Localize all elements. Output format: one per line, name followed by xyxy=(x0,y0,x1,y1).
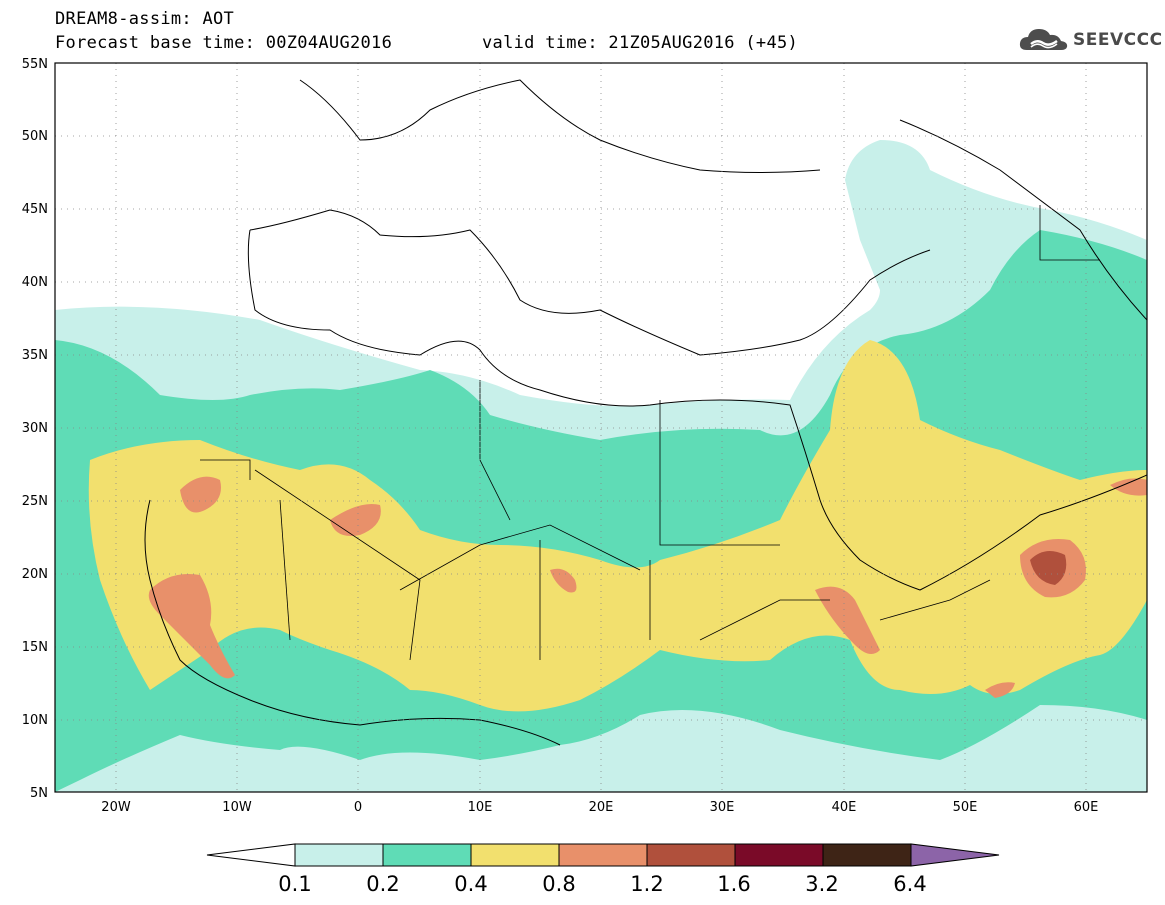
lat-tick: 40N xyxy=(22,275,48,290)
lat-tick: 45N xyxy=(22,202,48,217)
valid-time: valid time: 21Z05AUG2016 (+45) xyxy=(482,33,799,53)
lat-tick: 30N xyxy=(22,421,48,436)
lon-tick: 10W xyxy=(222,800,252,815)
colorbar-label: 1.6 xyxy=(717,872,751,896)
colorbar-label: 3.2 xyxy=(805,872,839,896)
lat-tick: 35N xyxy=(22,348,48,363)
lat-tick: 5N xyxy=(30,786,48,801)
colorbar xyxy=(206,843,1000,867)
lon-tick: 10E xyxy=(468,800,493,815)
chart-title: DREAM8-assim: AOT xyxy=(55,9,235,29)
colorbar-swatch xyxy=(646,843,736,867)
lat-tick: 15N xyxy=(22,640,48,655)
logo-text: SEEVCCC xyxy=(1073,30,1163,50)
lat-tick: 50N xyxy=(22,129,48,144)
lat-tick: 10N xyxy=(22,713,48,728)
colorbar-swatch xyxy=(470,843,560,867)
colorbar-high-arrow xyxy=(910,843,1000,867)
colorbar-swatch xyxy=(558,843,648,867)
lon-tick: 20E xyxy=(589,800,614,815)
cloud-icon xyxy=(1019,29,1068,50)
coastlines xyxy=(144,79,1147,746)
lat-axis: 5N 10N 15N 20N 25N 30N 35N 40N 45N 50N 5… xyxy=(22,57,48,801)
seevccc-logo: SEEVCCC xyxy=(1017,22,1162,58)
aot-band-1.2 xyxy=(1030,551,1067,585)
colorbar-label: 0.1 xyxy=(278,872,312,896)
lat-tick: 25N xyxy=(22,494,48,509)
country-borders xyxy=(200,205,1100,661)
grid xyxy=(55,63,1147,792)
colorbar-label: 1.2 xyxy=(630,872,664,896)
lon-tick: 0 xyxy=(354,800,362,815)
lon-tick: 30E xyxy=(710,800,735,815)
colorbar-label: 6.4 xyxy=(893,872,927,896)
lon-axis: 20W 10W 0 10E 20E 30E 40E 50E 60E xyxy=(101,800,1098,815)
colorbar-label: 0.8 xyxy=(542,872,576,896)
colorbar-low-arrow xyxy=(206,843,296,867)
lat-tick: 20N xyxy=(22,567,48,582)
colorbar-swatch xyxy=(294,843,384,867)
colorbar-swatch xyxy=(382,843,472,867)
colorbar-swatch xyxy=(734,843,824,867)
plot-frame xyxy=(54,62,1148,793)
colorbar-swatch xyxy=(822,843,912,867)
aot-band-0.8 xyxy=(148,476,1147,698)
forecast-base-time: Forecast base time: 00Z04AUG2016 xyxy=(55,33,393,53)
colorbar-label: 0.2 xyxy=(366,872,400,896)
lon-tick: 60E xyxy=(1074,800,1099,815)
lon-tick: 20W xyxy=(101,800,131,815)
colorbar-label: 0.4 xyxy=(454,872,488,896)
lon-tick: 50E xyxy=(953,800,978,815)
aot-band-0.4 xyxy=(88,340,1147,712)
lon-tick: 40E xyxy=(832,800,857,815)
lat-tick: 55N xyxy=(22,57,48,72)
